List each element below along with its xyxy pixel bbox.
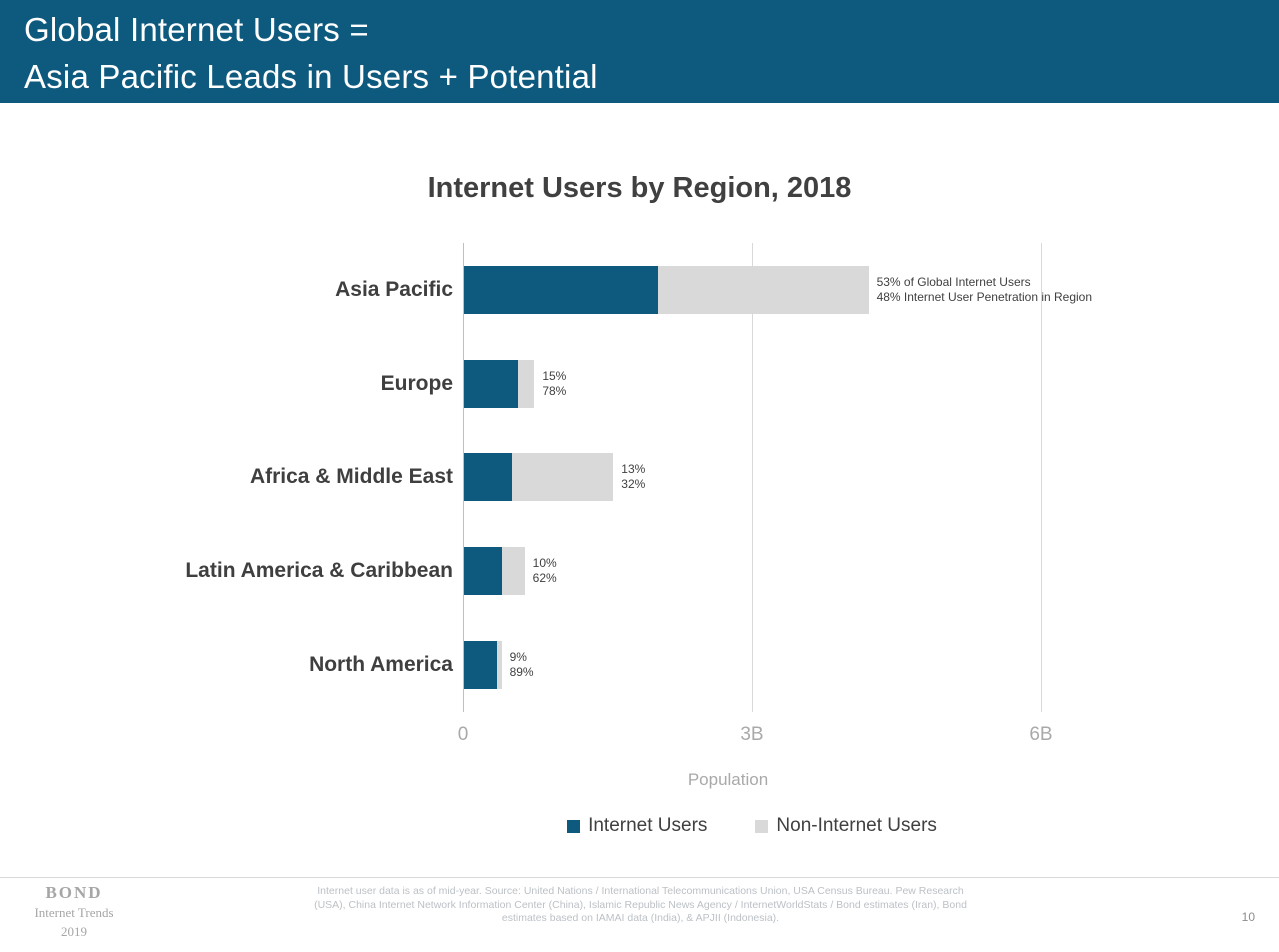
bar-annotation: 9% 89% (510, 650, 534, 680)
internet-users-bar (464, 547, 502, 596)
bar-annotation-line: 15% (542, 368, 567, 383)
bar-annotation-line: 32% (621, 477, 646, 492)
chart-row: Africa & Middle East 13% 32% (0, 431, 1279, 525)
category-label: Africa & Middle East (249, 465, 453, 489)
page-number: 10 (1241, 910, 1255, 924)
x-tick-label: 0 (457, 724, 469, 745)
bond-brand-name: BOND (45, 883, 103, 902)
bar-annotation-line: 10% (532, 556, 557, 571)
bar-annotation: 13% 32% (621, 462, 645, 492)
chart-row: Europe 15% 78% (0, 337, 1279, 431)
chart-rows: Asia Pacific 53% of Global Internet Users… (0, 243, 1279, 712)
bar-annotation: 15% 78% (542, 369, 566, 399)
legend-label-non-internet-users: Non-Internet Users (776, 815, 937, 836)
gridline-0 (463, 243, 464, 712)
chart-row: Latin America & Caribbean 10% 62% (0, 524, 1279, 618)
internet-users-bar (464, 453, 513, 502)
legend-label-internet-users: Internet Users (588, 815, 708, 836)
slide-title-line1: Global Internet Users = (24, 11, 369, 48)
chart-row: North America 9% 89% (0, 618, 1279, 712)
stacked-bar: 53% of Global Internet Users 48% Internet… (464, 265, 1092, 314)
non-internet-users-bar (512, 453, 614, 502)
non-internet-users-swatch-icon (755, 819, 769, 833)
chart-title: Internet Users by Region, 2018 (427, 172, 852, 204)
bar-annotation: 10% 62% (533, 556, 557, 586)
internet-users-swatch-icon (567, 819, 581, 833)
chart-legend: Internet Users Non-Internet Users (463, 815, 1041, 837)
category-label: Asia Pacific (335, 277, 453, 301)
x-axis-label: Population (687, 770, 769, 789)
stacked-bar: 13% 32% (464, 453, 645, 502)
stacked-bar: 10% 62% (464, 547, 557, 596)
slide-header: Global Internet Users = Asia Pacific Lea… (0, 0, 1279, 103)
internet-users-bar (464, 359, 518, 408)
non-internet-users-bar (501, 547, 525, 596)
bar-annotation-line: 89% (509, 665, 534, 680)
gridline-6B (1040, 243, 1042, 712)
slide-title-line2: Asia Pacific Leads in Users + Potential (24, 58, 598, 95)
legend-item-non-internet-users: Non-Internet Users (755, 815, 937, 837)
x-tick-label: 6B (1029, 724, 1053, 745)
bar-annotation-line: 62% (532, 571, 557, 586)
chart-row: Asia Pacific 53% of Global Internet Users… (0, 243, 1279, 337)
internet-users-bar (464, 265, 658, 314)
non-internet-users-bar (496, 641, 502, 690)
non-internet-users-bar (517, 359, 535, 408)
x-tick-label: 3B (740, 724, 764, 745)
category-label: Latin America & Caribbean (185, 559, 453, 583)
x-axis-ticks: 0 3B 6B (0, 724, 1279, 748)
slide-footer: BOND Internet Trends 2019 Internet user … (0, 877, 1279, 952)
bond-brand-year: 2019 (61, 924, 87, 939)
bond-logo: BOND Internet Trends 2019 (18, 883, 130, 941)
stacked-bar: 9% 89% (464, 641, 534, 690)
bar-annotation-line: 9% (509, 650, 527, 665)
category-label: North America (309, 653, 453, 677)
bar-annotation-line: 78% (542, 383, 567, 398)
category-label: Europe (380, 371, 453, 395)
internet-users-bar (464, 641, 497, 690)
bond-brand-subtitle: Internet Trends (34, 905, 114, 920)
bar-annotation-line: 53% of Global Internet Users (876, 274, 1031, 289)
legend-item-internet-users: Internet Users (567, 815, 707, 837)
bar-chart-plot-area: Asia Pacific 53% of Global Internet Users… (0, 243, 1279, 712)
stacked-bar: 15% 78% (464, 359, 566, 408)
bar-annotation: 53% of Global Internet Users 48% Internet… (877, 275, 1092, 305)
non-internet-users-bar (657, 265, 869, 314)
gridline-3B (751, 243, 753, 712)
bar-annotation-line: 13% (621, 462, 646, 477)
source-footnote: Internet user data is as of mid-year. So… (314, 885, 967, 924)
bar-annotation-line: 48% Internet User Penetration in Region (876, 289, 1093, 304)
